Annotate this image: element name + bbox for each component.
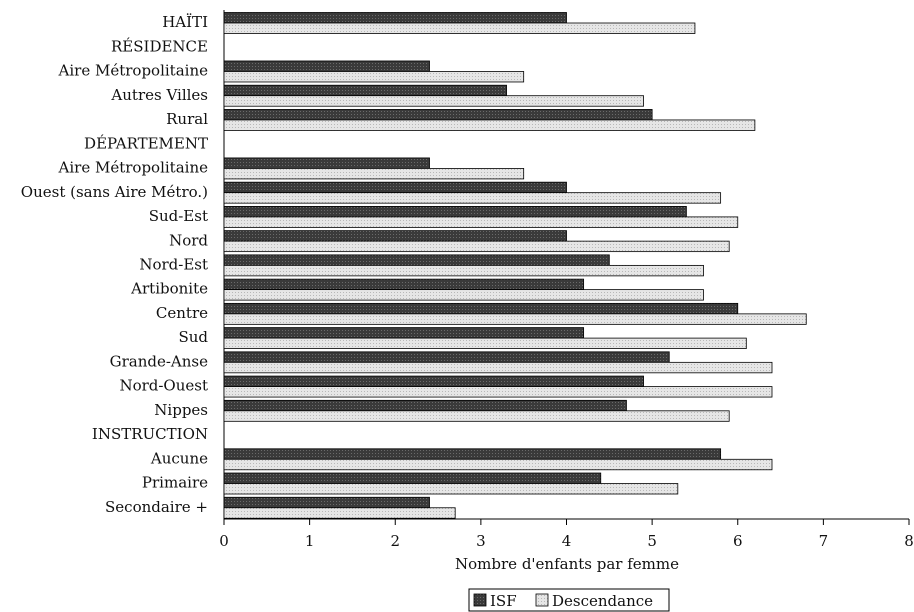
bar-isf-11 bbox=[223, 278, 585, 291]
bar-descendance-16 bbox=[223, 410, 730, 422]
bar-descendance-6 bbox=[223, 168, 525, 180]
x-tick-label: 6 bbox=[733, 532, 743, 550]
bar-isf-12 bbox=[223, 302, 739, 315]
bar-descendance-20 bbox=[223, 507, 456, 519]
x-tick-label: 3 bbox=[476, 532, 486, 550]
legend-label-isf: ISF bbox=[490, 592, 517, 610]
bar-descendance-19 bbox=[223, 483, 679, 495]
x-tick-label: 1 bbox=[305, 532, 315, 550]
category-label: Autres Villes bbox=[110, 86, 208, 104]
category-label: Sud-Est bbox=[149, 207, 208, 225]
bar-isf-14 bbox=[223, 351, 670, 363]
category-label: RÉSIDENCE bbox=[111, 37, 208, 55]
bar-isf-9 bbox=[223, 230, 567, 242]
category-label: Primaire bbox=[142, 474, 208, 492]
category-label: Artibonite bbox=[130, 280, 208, 298]
bar-descendance-7 bbox=[223, 192, 722, 204]
bar-isf-7 bbox=[223, 181, 567, 194]
category-label: Rural bbox=[166, 110, 208, 128]
category-label: Nord-Est bbox=[139, 256, 208, 274]
category-label: INSTRUCTION bbox=[92, 425, 208, 443]
bar-descendance-15 bbox=[223, 386, 773, 398]
category-label: Sud bbox=[178, 328, 208, 346]
bar-isf-2 bbox=[223, 60, 430, 72]
bar-descendance-11 bbox=[223, 289, 704, 301]
x-tick-label: 5 bbox=[647, 532, 657, 550]
category-label: Centre bbox=[156, 304, 208, 322]
bar-descendance-4 bbox=[223, 119, 756, 131]
legend-swatch-isf bbox=[473, 593, 487, 607]
bar-descendance-8 bbox=[223, 216, 739, 228]
legend-label-descendance: Descendance bbox=[552, 592, 653, 610]
category-label: Aire Métropolitaine bbox=[58, 62, 209, 80]
bar-descendance-9 bbox=[223, 240, 730, 253]
category-labels: HAÏTI RÉSIDENCE Aire Métropolitaine Autres … bbox=[21, 13, 209, 516]
bar-isf-13 bbox=[223, 327, 585, 339]
bar-isf-15 bbox=[223, 375, 644, 387]
bar-descendance-13 bbox=[223, 337, 747, 350]
legend-box bbox=[468, 588, 670, 612]
category-label: Nord bbox=[169, 231, 208, 249]
category-label: Grande-Anse bbox=[110, 352, 208, 370]
bar-isf-18 bbox=[223, 448, 722, 460]
x-tick-label: 8 bbox=[904, 532, 914, 550]
x-tick-label: 4 bbox=[562, 532, 572, 550]
bar-isf-20 bbox=[223, 496, 430, 509]
bar-descendance-12 bbox=[223, 313, 807, 325]
bars-group bbox=[223, 12, 807, 519]
category-label: Nord-Ouest bbox=[119, 377, 208, 395]
bar-descendance-0 bbox=[223, 22, 696, 34]
category-label: Ouest (sans Aire Métro.) bbox=[21, 183, 208, 201]
bar-isf-10 bbox=[223, 254, 610, 266]
category-label: DÉPARTEMENT bbox=[84, 134, 208, 152]
x-tick-label: 7 bbox=[819, 532, 829, 550]
legend: ISF Descendance bbox=[468, 588, 670, 612]
bar-isf-16 bbox=[223, 399, 627, 412]
category-label: Aucune bbox=[150, 449, 208, 467]
x-tick-label: 2 bbox=[390, 532, 400, 550]
bar-isf-0 bbox=[223, 12, 567, 24]
bar-descendance-3 bbox=[223, 95, 644, 107]
x-axis: 0 1 2 3 4 5 6 7 8 bbox=[219, 519, 914, 550]
bar-isf-4 bbox=[223, 109, 653, 121]
x-axis-title: Nombre d'enfants par femme bbox=[455, 555, 679, 573]
legend-swatch-descendance bbox=[535, 593, 549, 607]
bar-descendance-18 bbox=[223, 458, 773, 471]
category-label: HAÏTI bbox=[162, 13, 208, 31]
bar-descendance-2 bbox=[223, 71, 525, 83]
category-label: Secondaire + bbox=[105, 498, 208, 516]
bar-isf-19 bbox=[223, 472, 602, 484]
x-tick-label: 0 bbox=[219, 532, 229, 550]
bar-isf-6 bbox=[223, 157, 430, 169]
bar-isf-3 bbox=[223, 84, 507, 97]
bar-isf-8 bbox=[223, 205, 687, 218]
bar-descendance-14 bbox=[223, 361, 773, 374]
category-label: Aire Métropolitaine bbox=[58, 159, 209, 177]
category-label: Nippes bbox=[154, 401, 208, 419]
bar-descendance-10 bbox=[223, 264, 704, 277]
